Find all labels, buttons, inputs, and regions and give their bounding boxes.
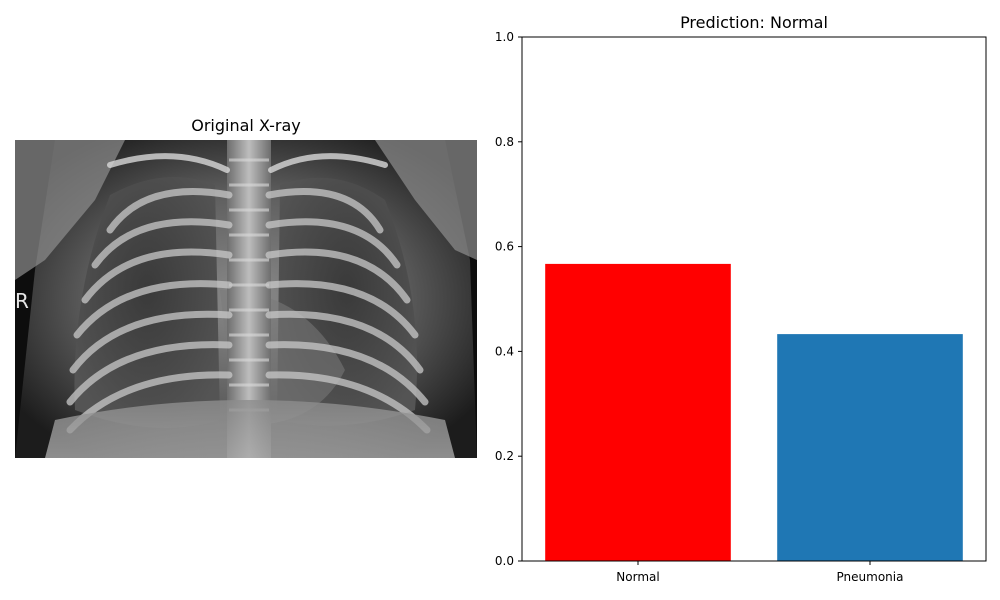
bar-normal (545, 263, 731, 561)
y-tick-label: 0.4 (495, 344, 514, 358)
y-tick-label: 0.8 (495, 135, 514, 149)
y-tick-label: 0.0 (495, 554, 514, 568)
xray-image: R (15, 140, 477, 458)
plot-frame (521, 36, 987, 562)
xray-side-marker: R (15, 289, 29, 313)
chart-title: Prediction: Normal (680, 13, 828, 32)
x-tick-label: Normal (616, 570, 659, 584)
y-tick-label: 0.6 (495, 240, 514, 254)
bar-pneumonia (777, 334, 963, 561)
x-tick-label: Pneumonia (837, 570, 904, 584)
xray-title: Original X-ray (191, 116, 301, 135)
y-tick-label: 0.2 (495, 449, 514, 463)
y-tick-label: 1.0 (495, 30, 514, 44)
